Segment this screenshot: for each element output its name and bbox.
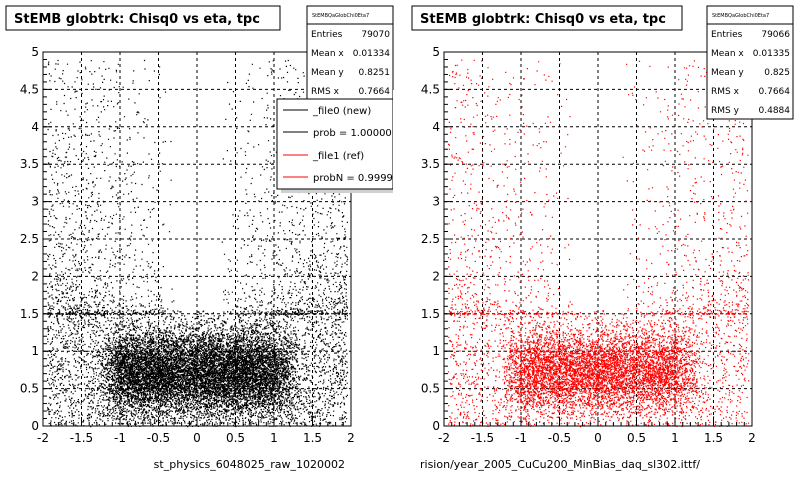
left-stat-entries-label: Entries [311,30,343,40]
x-tick-label: 2 [347,431,355,445]
legend-label-probn: probN = 0.999998 [313,173,406,184]
scatter-markers [447,59,750,428]
right-title-box [411,5,683,31]
right-grid [444,52,752,426]
right-chart-title: StEMB globtrk: Chisq0 vs eta, tpc [420,12,666,27]
left-scatter-points [46,59,349,428]
y-tick-label: 4.5 [421,82,440,96]
left-title-box [5,5,281,31]
y-tick-label: 4 [432,120,440,134]
right-stat-rmsy-label: RMS y [711,106,740,116]
left-stat-rmsx-value: 0.7664 [359,87,391,97]
y-tick-label: 2 [432,269,440,283]
right-stat-rmsx-label: RMS x [711,87,740,97]
left-stat-meanx-value: 0.01334 [353,49,390,59]
right-stats-box [706,5,794,120]
y-tick-label: 1.5 [421,307,440,321]
left-x-tick-labels: -2 -1.5 -1 -0.5 0 0.5 1 1.5 2 [37,431,355,445]
right-stats-name: StEMBQaGlobChi0Eta7 [712,13,769,19]
left-stat-meany-value: 0.8251 [359,68,391,78]
y-tick-label: 2.5 [20,232,39,246]
y-tick-label: 2 [31,269,39,283]
x-tick-label: -2 [37,431,49,445]
left-stat-rmsx-label: RMS x [311,87,340,97]
left-panel-clip-mask [393,90,407,200]
right-stat-meany-value: 0.825 [764,68,790,78]
left-stat-entries-value: 79070 [361,30,390,40]
right-stat-meanx-label: Mean x [711,49,744,59]
y-tick-label: 5 [31,45,39,59]
left-histogram-panel: -2 -1.5 -1 -0.5 0 0.5 1 1.5 2 0 0.5 1 1.5 2 2.5 3 3.5 4 4… [5,5,407,471]
y-tick-label: 1 [31,344,39,358]
y-tick-label: 0 [31,419,39,433]
legend-label-file0: _file0 (new) [312,106,371,117]
x-tick-label: 0.5 [226,431,245,445]
right-stat-entries-value: 79066 [761,30,790,40]
y-tick-label: 3.5 [20,157,39,171]
left-axis-ticks [42,51,352,427]
y-tick-label: 4.5 [20,82,39,96]
legend-label-prob: prob = 1.000000 [313,128,398,139]
right-scatter-points [447,59,750,428]
y-tick-label: 3.5 [421,157,440,171]
y-tick-label: 0 [432,419,440,433]
x-tick-label: 0 [594,431,602,445]
legend-box [276,98,394,190]
x-tick-label: -1.5 [70,431,93,445]
y-tick-label: 1 [432,344,440,358]
x-tick-label: 2 [748,431,756,445]
x-tick-label: 1 [270,431,278,445]
legend-label-file1: _file1 (ref) [312,151,364,162]
y-tick-label: 4 [31,120,39,134]
left-stat-meany-label: Mean y [311,68,344,78]
right-y-tick-labels: 0 0.5 1 1.5 2 2.5 3 3.5 4 4.5 5 [421,45,440,433]
left-x-axis-title: st_physics_6048025_raw_1020002 [154,458,345,471]
x-tick-label: 1.5 [704,431,723,445]
right-axis-ticks [443,51,753,427]
x-tick-label: 0.5 [627,431,646,445]
right-x-axis-title: rision/year_2005_CuCu200_MinBias_daq_sl3… [420,458,700,471]
y-tick-label: 2.5 [421,232,440,246]
right-x-tick-labels: -2 -1.5 -1 -0.5 0 0.5 1 1.5 2 [438,431,756,445]
y-tick-label: 0.5 [20,382,39,396]
y-tick-label: 3 [432,195,440,209]
right-histogram-panel: -2 -1.5 -1 -0.5 0 0.5 1 1.5 2 0 0.5 1 1.5 2 2.5 3 3.5 4 4… [411,5,794,471]
x-tick-label: 1 [671,431,679,445]
y-tick-label: 1.5 [20,307,39,321]
right-stat-rmsx-value: 0.7664 [759,87,791,97]
y-tick-label: 3 [31,195,39,209]
x-tick-label: -0.5 [147,431,170,445]
x-tick-label: -2 [438,431,450,445]
right-stat-rmsy-value: 0.4884 [759,106,791,116]
y-tick-label: 0.5 [421,382,440,396]
right-stat-meanx-value: 0.01335 [753,49,790,59]
scatter-markers [46,59,349,428]
x-tick-label: -1 [515,431,527,445]
left-stats-box [306,5,394,102]
legend: _file0 (new) prob = 1.000000 _file1 (ref… [276,98,406,193]
left-y-tick-labels: 0 0.5 1 1.5 2 2.5 3 3.5 4 4.5 5 [20,45,39,433]
x-tick-label: -0.5 [548,431,571,445]
x-tick-label: 1.5 [303,431,322,445]
left-stat-meanx-label: Mean x [311,49,344,59]
x-tick-label: 0 [193,431,201,445]
left-chart-title: StEMB globtrk: Chisq0 vs eta, tpc [14,12,260,27]
right-stat-entries-label: Entries [711,30,743,40]
x-tick-label: -1 [114,431,126,445]
right-stat-meany-label: Mean y [711,68,744,78]
x-tick-label: -1.5 [471,431,494,445]
y-tick-label: 5 [432,45,440,59]
left-stats-name: StEMBQaGlobChi0Eta7 [312,13,369,19]
